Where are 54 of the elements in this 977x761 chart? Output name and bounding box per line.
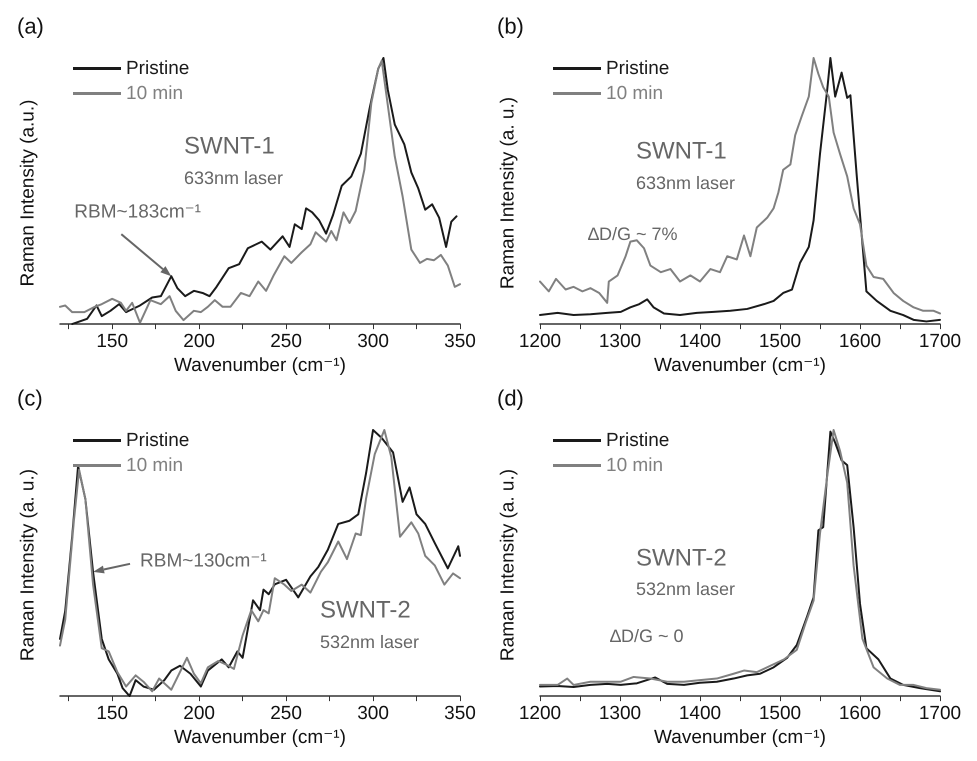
x-tick-label: 1600 bbox=[838, 331, 882, 352]
x-tick-label: 1600 bbox=[838, 703, 882, 724]
annotation: 532nm laser bbox=[320, 632, 420, 652]
annotation: SWNT-1 bbox=[184, 132, 275, 160]
x-tick-label: 1700 bbox=[918, 703, 962, 724]
chart-title: (a) bbox=[17, 14, 44, 38]
legend-label: Pristine bbox=[606, 58, 670, 79]
annotation: 532nm laser bbox=[636, 579, 736, 599]
y-axis-title: Raman Intensity (a. u.) bbox=[498, 468, 518, 662]
annotation: SWNT-2 bbox=[320, 596, 411, 624]
x-axis-title: Wavenumber (cm⁻¹) bbox=[654, 355, 826, 376]
legend-label: Pristine bbox=[606, 430, 670, 451]
y-axis-title: Raman Intensity (a. u.) bbox=[498, 96, 518, 290]
x-tick-label: 1200 bbox=[518, 331, 562, 352]
annotation: SWNT-2 bbox=[636, 544, 727, 572]
legend-label: 10 min bbox=[126, 83, 184, 104]
x-tick-label: 1500 bbox=[758, 331, 802, 352]
annotation: RBM~183cm⁻¹ bbox=[74, 202, 202, 223]
x-tick-label: 1700 bbox=[918, 331, 962, 352]
legend-label: 10 min bbox=[126, 455, 184, 476]
annotation: 633nm laser bbox=[184, 168, 284, 188]
x-tick-label: 200 bbox=[183, 331, 215, 352]
x-tick-label: 350 bbox=[444, 331, 476, 352]
x-tick-label: 1200 bbox=[518, 703, 562, 724]
x-tick-label: 250 bbox=[270, 331, 302, 352]
annotation: ∆D/G ~ 7% bbox=[588, 224, 678, 244]
x-tick-label: 350 bbox=[444, 703, 476, 724]
annotation: RBM~130cm⁻¹ bbox=[140, 550, 267, 572]
x-axis-title: Wavenumber (cm⁻¹) bbox=[174, 355, 346, 376]
legend-label: 10 min bbox=[606, 83, 664, 104]
x-tick-label: 300 bbox=[357, 703, 389, 724]
legend-label: 10 min bbox=[606, 455, 664, 476]
legend-label: Pristine bbox=[126, 58, 190, 79]
annotation: ∆D/G ~ 0 bbox=[610, 626, 684, 646]
legend-label: Pristine bbox=[126, 430, 190, 451]
x-tick-label: 1500 bbox=[758, 703, 802, 724]
x-tick-label: 1400 bbox=[678, 703, 722, 724]
chart-title: (b) bbox=[497, 14, 524, 38]
x-axis-title: Wavenumber (cm⁻¹) bbox=[174, 727, 346, 748]
y-axis-title: Raman Intensity (a. u.) bbox=[18, 468, 38, 662]
x-tick-label: 300 bbox=[357, 331, 389, 352]
annotation: 633nm laser bbox=[636, 173, 736, 193]
x-axis-title: Wavenumber (cm⁻¹) bbox=[654, 727, 826, 748]
chart-title: (c) bbox=[17, 386, 43, 410]
x-tick-label: 1400 bbox=[678, 331, 722, 352]
x-tick-label: 1300 bbox=[598, 703, 642, 724]
x-tick-label: 150 bbox=[96, 703, 128, 724]
y-axis-title: Raman Intensity (a.u.) bbox=[18, 100, 38, 286]
x-tick-label: 250 bbox=[270, 703, 302, 724]
x-tick-label: 1300 bbox=[598, 331, 642, 352]
x-tick-label: 150 bbox=[96, 331, 128, 352]
annotation: SWNT-1 bbox=[636, 138, 727, 164]
x-tick-label: 200 bbox=[183, 703, 215, 724]
chart-title: (d) bbox=[497, 386, 524, 410]
